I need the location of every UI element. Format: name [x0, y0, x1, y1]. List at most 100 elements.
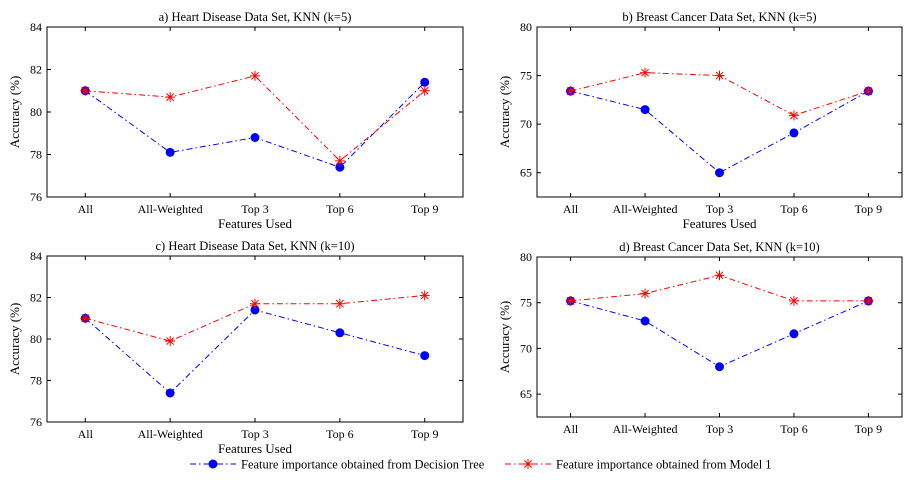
chart-panel-4: 65 70 75 80 All All-Weighted Top 3 Top 6 Top 9 d)…	[497, 240, 903, 436]
data-point	[640, 288, 651, 299]
x-tick-label: Top 6	[780, 202, 808, 216]
x-tick-label: All	[563, 422, 579, 436]
x-tick-label: Top 6	[326, 427, 354, 441]
x-tick-label: Top 3	[706, 202, 734, 216]
x-tick-label: All	[78, 427, 94, 441]
y-axis-label: Accuracy (%)	[7, 303, 22, 376]
x-tick-label: Top 3	[706, 422, 734, 436]
y-axis-label: Accuracy (%)	[497, 76, 512, 149]
y-tick-label: 82	[30, 291, 42, 305]
x-tick-label: Top 6	[326, 202, 354, 216]
y-tick-label: 80	[30, 105, 42, 119]
data-point	[565, 86, 576, 97]
legend: Feature importance obtained from Decisio…	[190, 458, 772, 472]
y-tick-label: 65	[520, 166, 532, 180]
data-point	[863, 295, 874, 306]
data-point	[714, 70, 725, 81]
data-point	[80, 85, 91, 96]
x-tick-label: All-Weighted	[613, 202, 678, 216]
plot-frame	[46, 26, 464, 198]
data-point	[335, 162, 345, 172]
data-point	[565, 295, 576, 306]
x-axis-label: Features Used	[682, 216, 757, 231]
y-tick-label: 76	[30, 415, 42, 429]
series-line-1	[84, 81, 426, 168]
data-point	[789, 128, 799, 138]
plot-frame	[536, 256, 903, 418]
y-tick-label: 76	[30, 190, 42, 204]
data-point	[250, 133, 260, 142]
data-point	[715, 362, 724, 372]
y-tick-label: 78	[30, 374, 42, 388]
data-point	[165, 336, 176, 347]
x-tick-label: Top 9	[855, 202, 883, 216]
chart-title: a) Heart Disease Data Set, KNN (k=5)	[159, 10, 352, 24]
x-tick-label: Top 6	[780, 422, 808, 436]
data-point	[640, 67, 651, 78]
data-point	[789, 329, 799, 339]
data-point	[788, 295, 799, 306]
data-point	[335, 328, 345, 338]
data-point	[419, 85, 430, 96]
chart-panels: 76 78 80 82 84 All All-Weighted Top 3 Top 6 Top 9…	[7, 10, 903, 456]
y-tick-label: 75	[520, 69, 532, 83]
chart-panel-3: 76 78 80 82 84 All All-Weighted Top 3 Top 6 Top 9…	[7, 239, 464, 456]
data-point	[165, 147, 175, 157]
y-tick-label: 80	[520, 250, 532, 264]
x-axis-label: Features Used	[218, 441, 293, 456]
series-line-1	[570, 300, 869, 368]
x-tick-label: All	[78, 202, 94, 216]
data-point	[715, 168, 724, 178]
data-point	[80, 313, 91, 324]
chart-title: b) Breast Cancer Data Set, KNN (k=5)	[622, 10, 816, 24]
data-point	[334, 298, 345, 309]
data-point	[640, 105, 650, 115]
data-point	[165, 388, 175, 398]
series-line-2	[85, 75, 426, 162]
data-point	[165, 92, 176, 103]
y-tick-label: 82	[30, 63, 42, 77]
x-tick-label: All-Weighted	[138, 202, 203, 216]
y-tick-label: 84	[30, 249, 42, 263]
legend-marker-model-1	[523, 459, 533, 469]
x-tick-label: All-Weighted	[138, 427, 203, 441]
y-tick-label: 78	[30, 148, 42, 162]
x-tick-label: All	[563, 202, 579, 216]
x-tick-label: Top 3	[241, 202, 269, 216]
series-line-1	[84, 309, 425, 394]
y-tick-label: 80	[520, 20, 532, 34]
y-tick-label: 65	[520, 387, 532, 401]
y-tick-label: 84	[30, 20, 42, 34]
data-point	[250, 298, 260, 309]
y-axis-label: Accuracy (%)	[7, 76, 22, 149]
data-point	[419, 290, 430, 301]
x-tick-label: Top 9	[855, 422, 883, 436]
x-tick-label: Top 9	[411, 427, 439, 441]
y-tick-label: 70	[520, 117, 532, 131]
data-point	[334, 155, 345, 166]
legend-marker-decision-tree	[208, 459, 218, 469]
chart-panel-1: 76 78 80 82 84 All All-Weighted Top 3 Top 6 Top 9…	[7, 10, 464, 231]
y-tick-label: 80	[30, 332, 42, 346]
legend-label-decision-tree: Feature importance obtained from Decisio…	[241, 458, 485, 472]
data-point	[420, 351, 430, 361]
y-tick-label: 70	[520, 341, 532, 355]
data-point	[863, 86, 874, 97]
series-line-1	[570, 90, 869, 174]
data-point	[640, 316, 650, 326]
data-point	[788, 110, 799, 121]
y-axis-label: Accuracy (%)	[497, 301, 512, 374]
data-point	[250, 305, 260, 315]
chart-panel-2: 65 70 75 80 All All-Weighted Top 3 Top 6 Top 9 b)…	[497, 10, 903, 231]
data-point	[250, 70, 260, 81]
x-tick-label: Top 9	[411, 202, 439, 216]
legend-label-model-1: Feature importance obtained from Model 1	[556, 458, 772, 472]
chart-title: c) Heart Disease Data Set, KNN (k=10)	[156, 239, 355, 253]
x-axis-label: Features Used	[218, 216, 293, 231]
y-tick-label: 75	[520, 296, 532, 310]
data-point	[420, 77, 430, 87]
data-point	[714, 270, 725, 281]
x-tick-label: Top 3	[241, 427, 269, 441]
x-tick-label: All-Weighted	[613, 422, 678, 436]
